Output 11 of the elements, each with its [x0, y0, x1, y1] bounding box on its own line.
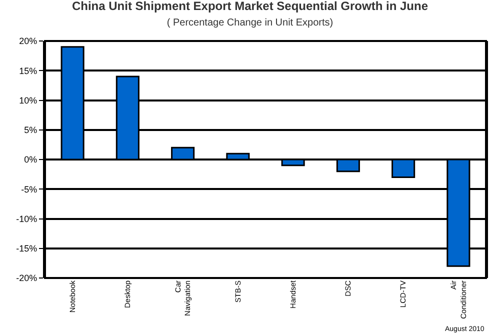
y-tick-label: -5%	[21, 184, 38, 194]
y-tick-label: 20%	[19, 36, 38, 46]
chart-subtitle: ( Percentage Change in Unit Exports)	[166, 18, 334, 29]
y-tick-label: 15%	[19, 66, 38, 76]
y-tick-label: -15%	[16, 244, 38, 254]
y-tick-label: 0%	[24, 154, 38, 165]
y-tick-label: 5%	[24, 125, 38, 136]
y-tick-label: -20%	[16, 273, 38, 284]
chart-title: China Unit Shipment Export Market Sequential Growth in June	[72, 0, 428, 14]
y-tick-label: -10%	[16, 214, 38, 224]
y-tick-label: 10%	[19, 95, 38, 106]
